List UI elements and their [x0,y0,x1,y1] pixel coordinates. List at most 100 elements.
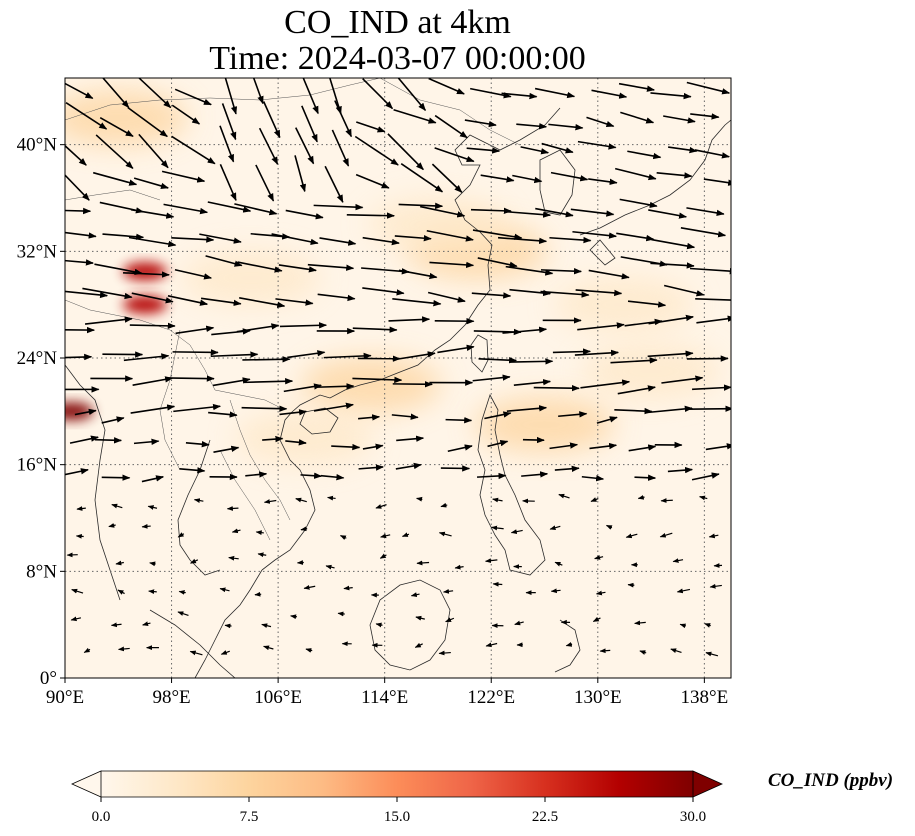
wind-arrow-275 [255,530,264,536]
wind-arrow-92 [128,236,177,248]
wind-arrow-22 [221,103,237,141]
wind-arrow-192 [513,379,552,386]
wind-arrow-53 [694,149,730,159]
wind-arrow-309 [178,590,186,595]
wind-arrow-105 [616,232,655,242]
wind-arrow-165 [172,349,219,356]
concentration-plume-3 [301,356,442,413]
wind-arrow-224 [362,443,384,450]
concentration-plume-6 [554,276,695,333]
wind-arrow-112 [205,255,243,267]
wind-arrow-0 [65,82,94,100]
wind-arrow-213 [614,407,653,415]
wind-arrow-273 [177,532,185,538]
wind-arrow-13 [534,87,576,99]
wind-arrow-311 [254,591,262,597]
wind-arrow-86 [570,208,615,217]
wind-arrow-61 [324,165,344,203]
wind-arrow-9 [397,78,427,111]
wind-arrow-346 [220,650,230,655]
concentration-plume-7 [122,295,167,314]
concentration-plumes [65,90,722,466]
wind-arrow-184 [212,377,251,387]
wind-arrow-119 [477,257,518,268]
wind-arrow-242 [358,464,384,471]
wind-arrow-11 [470,87,512,99]
wind-arrow-63 [400,163,444,193]
wind-arrow-121 [540,267,582,275]
wind-arrow-45 [387,133,424,171]
wind-arrow-255 [193,498,204,503]
wind-arrow-114 [278,264,317,273]
wind-arrow-71 [703,178,731,186]
wind-arrow-250 [667,466,693,474]
wind-arrow-142 [663,284,705,297]
wind-vectors [65,78,731,657]
wind-arrow-97 [319,237,357,246]
wind-arrow-218 [133,438,160,445]
wind-arrow-282 [510,529,523,534]
wind-arrow-122 [588,269,630,280]
wind-arrow-240 [300,472,323,479]
wind-arrow-23 [262,101,281,139]
wind-arrow-348 [305,648,313,653]
wind-arrow-5 [252,78,264,105]
wind-arrow-187 [314,383,355,390]
y-tick-label-5: 40°N [17,135,58,156]
wind-arrow-230 [589,442,618,450]
colorbar-body [101,771,693,797]
y-tick-label-4: 32°N [17,241,58,262]
wind-arrow-74 [130,208,175,219]
wind-arrow-141 [627,300,667,308]
wind-arrow-247 [554,465,580,472]
wind-arrow-27 [393,109,437,124]
wind-arrow-127 [82,287,133,300]
wind-arrow-115 [307,263,355,271]
wind-arrow-320 [595,590,606,596]
wind-arrow-143 [695,297,731,301]
wind-arrow-134 [362,287,405,296]
wind-arrow-52 [668,146,698,154]
wind-arrow-20 [127,106,168,138]
wind-arrow-133 [317,293,356,302]
wind-arrow-156 [502,326,548,334]
wind-arrow-257 [263,499,277,504]
wind-arrow-109 [94,263,143,276]
wind-arrow-287 [708,533,719,539]
wind-arrow-117 [398,269,438,280]
wind-arrow-209 [484,411,512,420]
wind-arrow-110 [123,271,170,278]
wind-arrow-59 [255,164,275,202]
chart-title: CO_IND at 4km [284,4,511,41]
wind-arrow-136 [427,291,466,303]
wind-arrow-251 [691,472,720,481]
wind-arrow-113 [237,261,283,273]
wind-arrow-78 [285,209,324,220]
wind-arrow-30 [516,123,548,130]
wind-arrow-29 [464,119,497,128]
wind-arrow-137 [471,292,512,299]
wind-arrow-235 [101,474,131,481]
wind-arrow-79 [313,203,364,211]
wind-arrow-139 [540,290,590,298]
wind-arrow-101 [472,229,523,240]
wind-arrow-307 [117,589,125,595]
wind-arrow-35 [690,113,720,120]
wind-arrow-131 [239,296,286,308]
wind-arrow-41 [258,127,279,165]
wind-arrow-241 [320,474,345,481]
wind-arrow-326 [142,621,151,626]
wind-arrow-355 [565,642,573,647]
wind-arrow-290 [149,561,156,567]
wind-arrow-333 [415,615,425,621]
wind-arrow-149 [236,323,280,333]
wind-arrow-313 [343,585,353,591]
wind-arrow-57 [161,170,206,183]
wind-arrow-128 [131,292,174,304]
wind-arrow-76 [207,201,252,213]
wind-arrow-336 [514,620,524,626]
wind-arrow-87 [619,198,658,208]
wind-arrow-132 [275,298,314,306]
wind-arrow-260 [375,504,387,509]
wind-arrow-124 [650,262,695,269]
